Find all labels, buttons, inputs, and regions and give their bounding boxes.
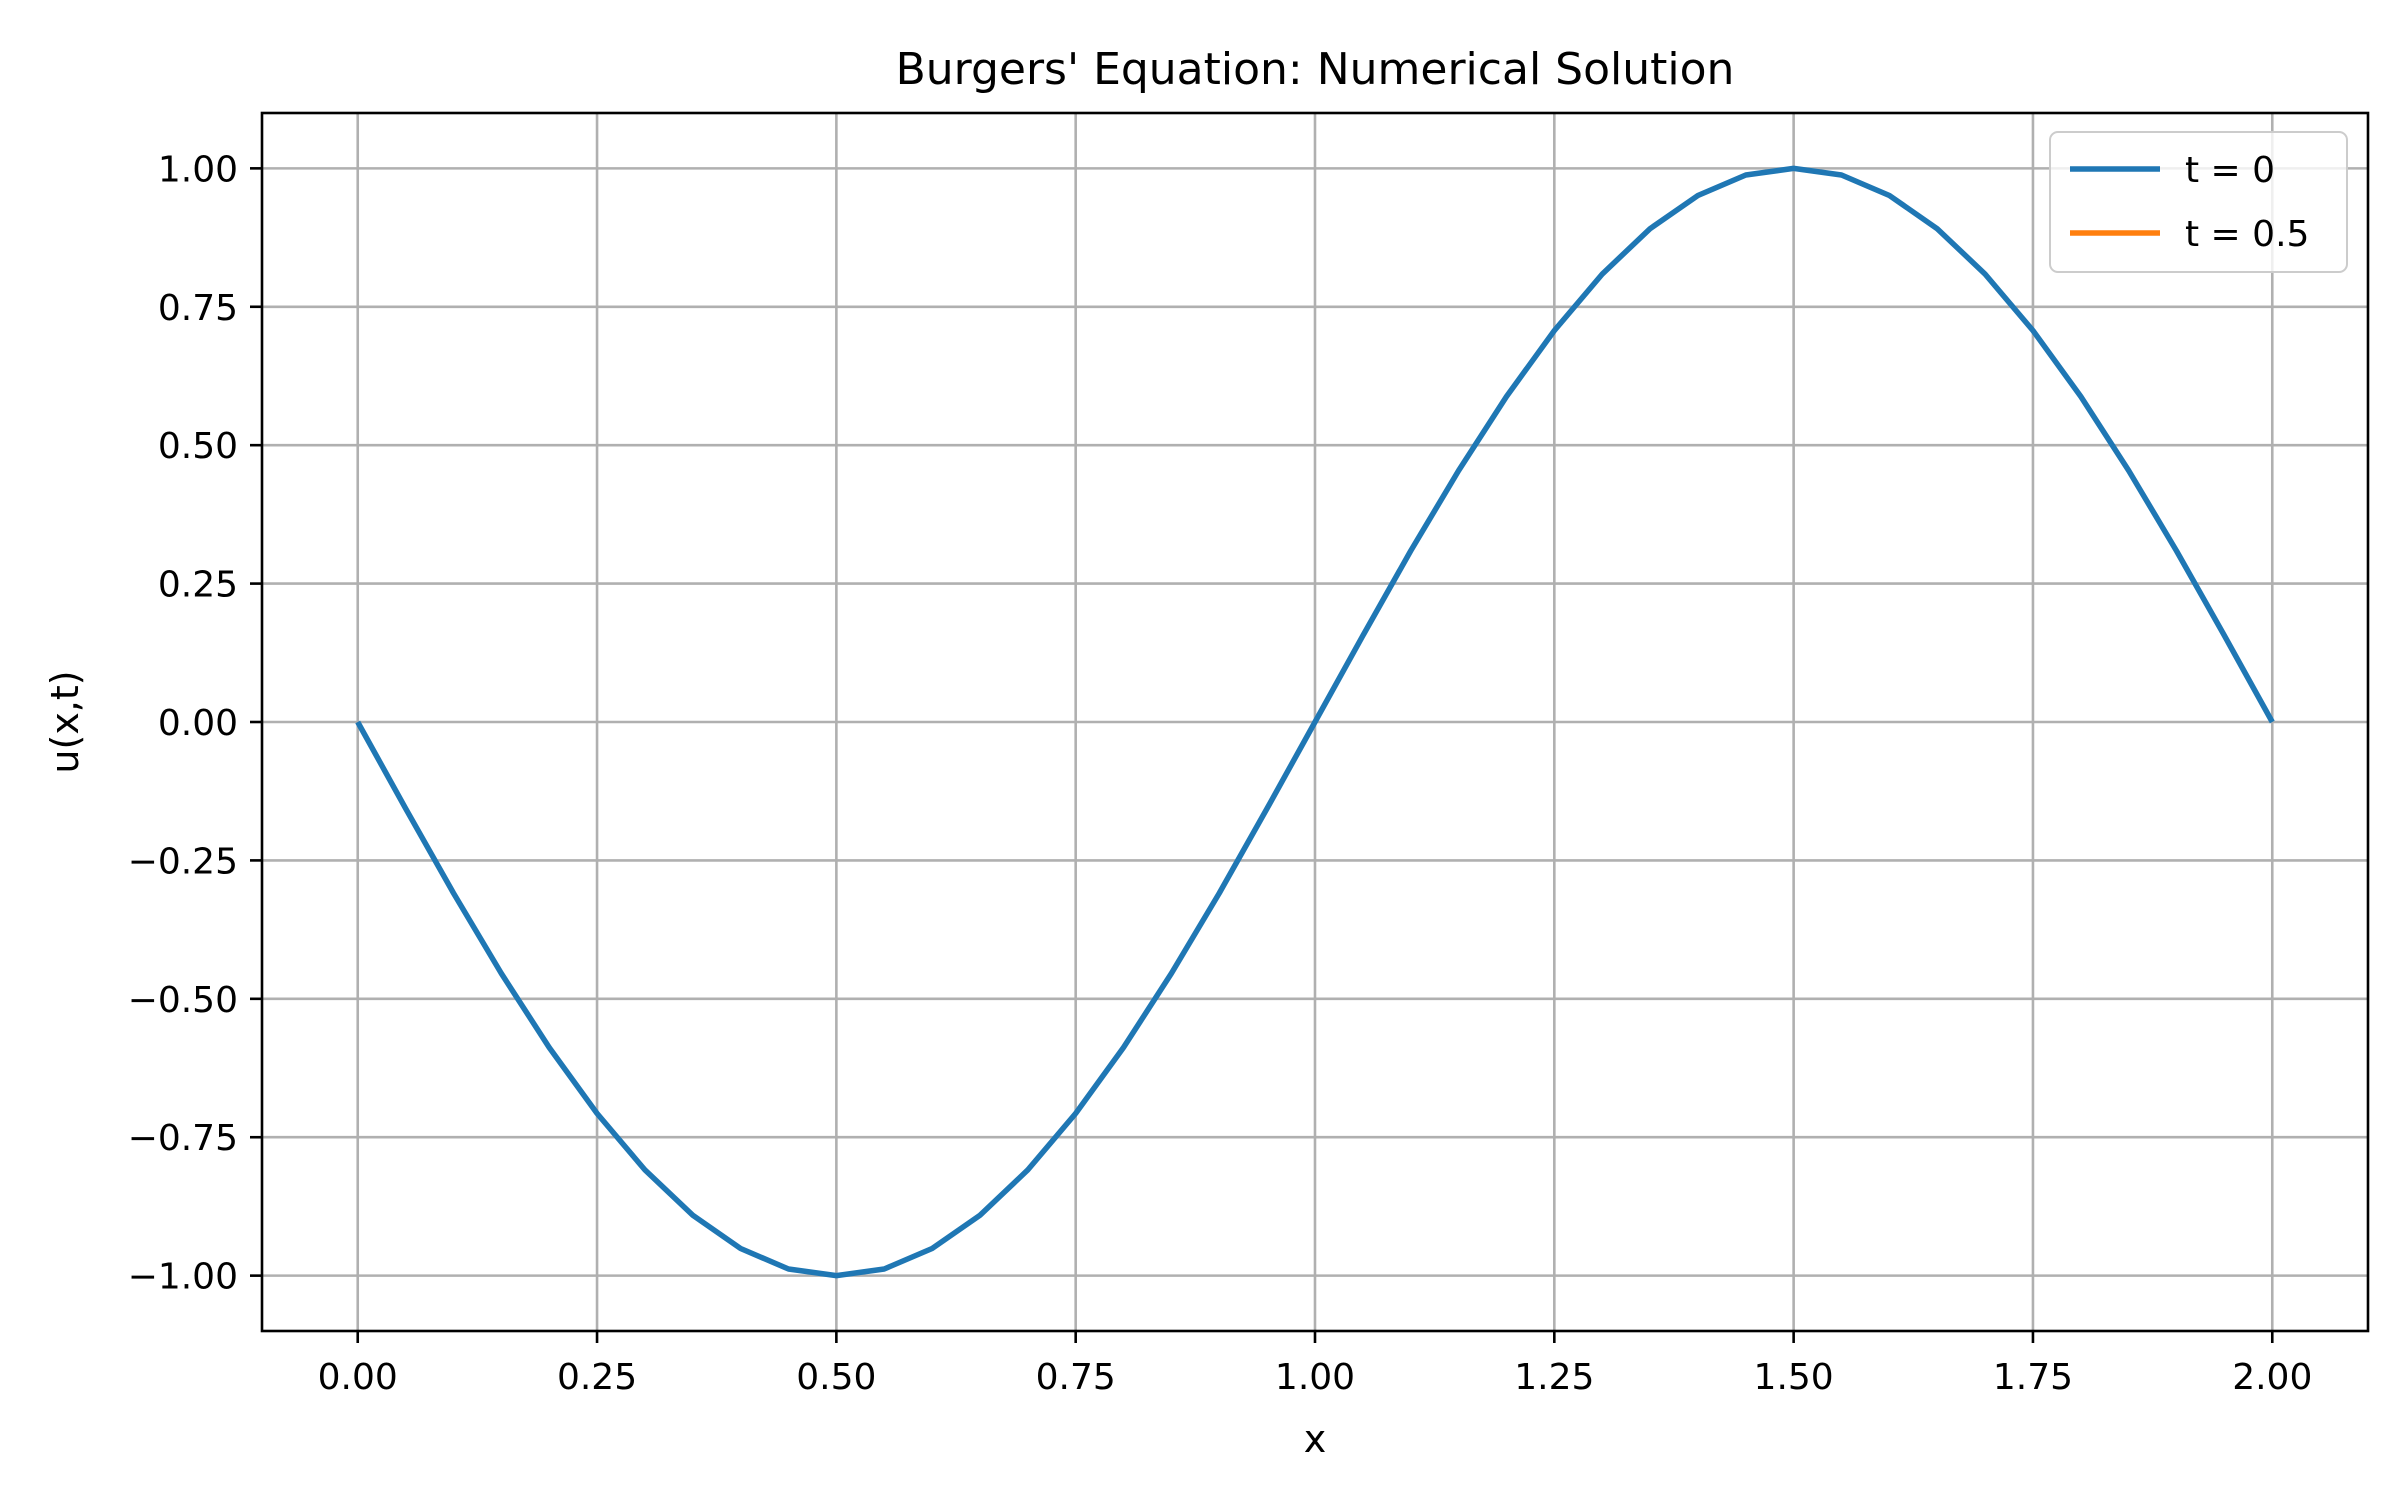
- y-tick-label: −0.75: [128, 1118, 238, 1159]
- x-tick-label: 0.50: [796, 1357, 876, 1398]
- series-line-1: [355, 165, 2275, 1279]
- x-tick-label: 1.25: [1514, 1357, 1594, 1398]
- legend-label-2: t = 0.5: [2185, 214, 2309, 255]
- x-tick-label: 0.00: [318, 1357, 398, 1398]
- series-layer: [355, 165, 2275, 1279]
- y-tick-label: 0.00: [158, 703, 238, 744]
- y-tick-label: 1.00: [158, 149, 238, 190]
- y-axis: −1.00 −0.75 −0.50 −0.25 0.00 0.25 0.50 0.75 1.00: [128, 149, 262, 1298]
- chart-title: Burgers' Equation: Numerical Solution: [896, 44, 1735, 95]
- x-tick-label: 0.75: [1036, 1357, 1116, 1398]
- x-axis: 0.00 0.25 0.50 0.75 1.00 1.25 1.50 1.75 2.00: [318, 1331, 2312, 1398]
- y-tick-label: 0.75: [158, 288, 238, 329]
- x-tick-label: 1.75: [1993, 1357, 2073, 1398]
- x-axis-label: x: [1304, 1417, 1327, 1461]
- legend-label-1: t = 0: [2185, 150, 2275, 191]
- x-tick-label: 0.25: [557, 1357, 637, 1398]
- y-tick-label: 0.50: [158, 426, 238, 467]
- y-tick-label: −0.50: [128, 980, 238, 1021]
- y-tick-label: −1.00: [128, 1257, 238, 1298]
- legend: t = 0 t = 0.5: [2049, 131, 2348, 273]
- y-axis-label: u(x,t): [43, 670, 87, 773]
- x-tick-label: 1.00: [1275, 1357, 1355, 1398]
- y-tick-label: 0.25: [158, 565, 238, 606]
- x-tick-label: 2.00: [2232, 1357, 2312, 1398]
- x-tick-label: 1.50: [1754, 1357, 1834, 1398]
- y-tick-label: −0.25: [128, 841, 238, 882]
